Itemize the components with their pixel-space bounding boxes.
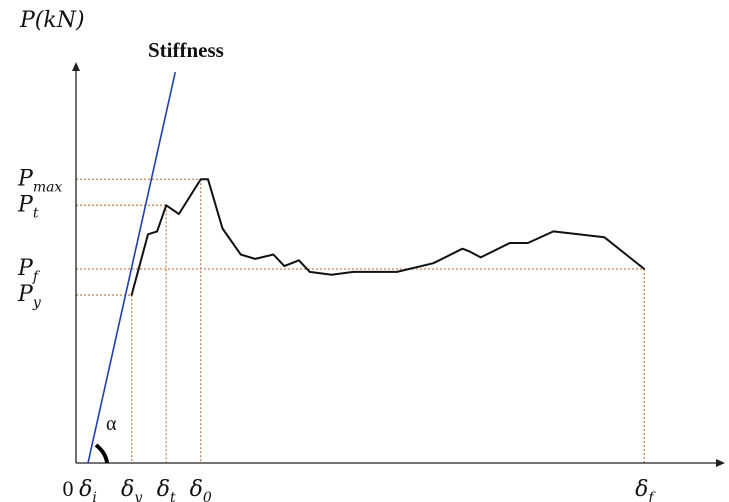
curve-point-17 xyxy=(432,262,435,265)
x-tick-dt-base: δ xyxy=(157,477,170,502)
x-tick-df-base: δ xyxy=(635,477,648,502)
curve-point-21 xyxy=(508,242,511,244)
curve-point-13 xyxy=(308,271,311,273)
curve-point-9 xyxy=(254,258,257,260)
y-tick-pf-base: P xyxy=(17,256,34,281)
x-tick-di-base: δ xyxy=(79,477,92,502)
y-tick-py-sub: y xyxy=(32,295,42,311)
y-tick-pt-sub: t xyxy=(33,205,39,221)
x-tick-di-sub: i xyxy=(92,490,96,502)
curve-point-2 xyxy=(156,230,158,233)
y-tick-pmax: Pmax xyxy=(17,166,62,195)
y-tick-pf-sub: f xyxy=(32,269,41,285)
x-axis-arrow xyxy=(716,459,725,467)
x-tick-d0-base: δ xyxy=(190,477,203,502)
y-tick-pmax-sub: max xyxy=(33,179,63,195)
y-tick-pt-base: P xyxy=(17,192,34,217)
curve-point-22 xyxy=(527,242,529,244)
curve-point-20 xyxy=(479,256,482,259)
y-tick-pmax-base: P xyxy=(17,166,34,191)
curve-point-25 xyxy=(643,268,646,270)
x-tick-df: δf xyxy=(635,477,656,502)
x-tick-dy-base: δ xyxy=(121,477,134,502)
y-axis-label: P(kN) xyxy=(19,8,85,33)
x-tick-di: δi xyxy=(79,477,97,502)
stiffness-label: Stiffness xyxy=(148,38,224,62)
curve-point-23 xyxy=(552,230,555,233)
x-tick-dy-sub: y xyxy=(133,490,143,502)
curve-point-8 xyxy=(239,253,242,256)
curve-point-1 xyxy=(147,233,149,236)
x-tick-dt-sub: t xyxy=(170,490,176,502)
curve-point-19 xyxy=(468,250,471,253)
x-tick-dt: δt xyxy=(157,477,176,502)
curve-point-4 xyxy=(178,213,180,215)
y-tick-pf: Pf xyxy=(17,256,41,285)
curve-point-14 xyxy=(330,274,333,276)
curve-point-15 xyxy=(352,271,355,273)
x-tick-origin: 0 xyxy=(63,476,74,501)
curve-point-10 xyxy=(272,253,275,256)
y-tick-py-base: P xyxy=(17,282,34,307)
curve-point-3 xyxy=(165,204,167,207)
curve-point-18 xyxy=(461,247,464,250)
curve-point-11 xyxy=(283,265,286,267)
y-tick-py: Py xyxy=(17,282,42,311)
x-tick-origin-base: 0 xyxy=(63,476,74,501)
x-tick-dy: δy xyxy=(121,477,143,502)
load-curve xyxy=(130,178,645,296)
stiffness-line xyxy=(87,71,177,464)
curve-point-16 xyxy=(396,271,398,273)
x-tick-df-sub: f xyxy=(647,490,656,502)
curve-point-5 xyxy=(199,178,202,181)
curve-point-0 xyxy=(130,294,133,296)
curve-point-7 xyxy=(221,227,224,230)
angle-label: α xyxy=(106,413,117,435)
guide-lines xyxy=(76,178,645,463)
y-tick-pt: Pt xyxy=(17,192,39,221)
x-tick-d0-sub: 0 xyxy=(203,490,212,502)
angle-arc xyxy=(94,443,109,464)
curve-point-24 xyxy=(603,236,606,238)
y-axis-arrow xyxy=(72,62,80,71)
curve-point-12 xyxy=(298,259,300,262)
curve-point-6 xyxy=(207,178,209,181)
series-layer xyxy=(87,71,646,464)
axes xyxy=(72,62,725,467)
x-tick-d0: δ0 xyxy=(190,477,212,502)
